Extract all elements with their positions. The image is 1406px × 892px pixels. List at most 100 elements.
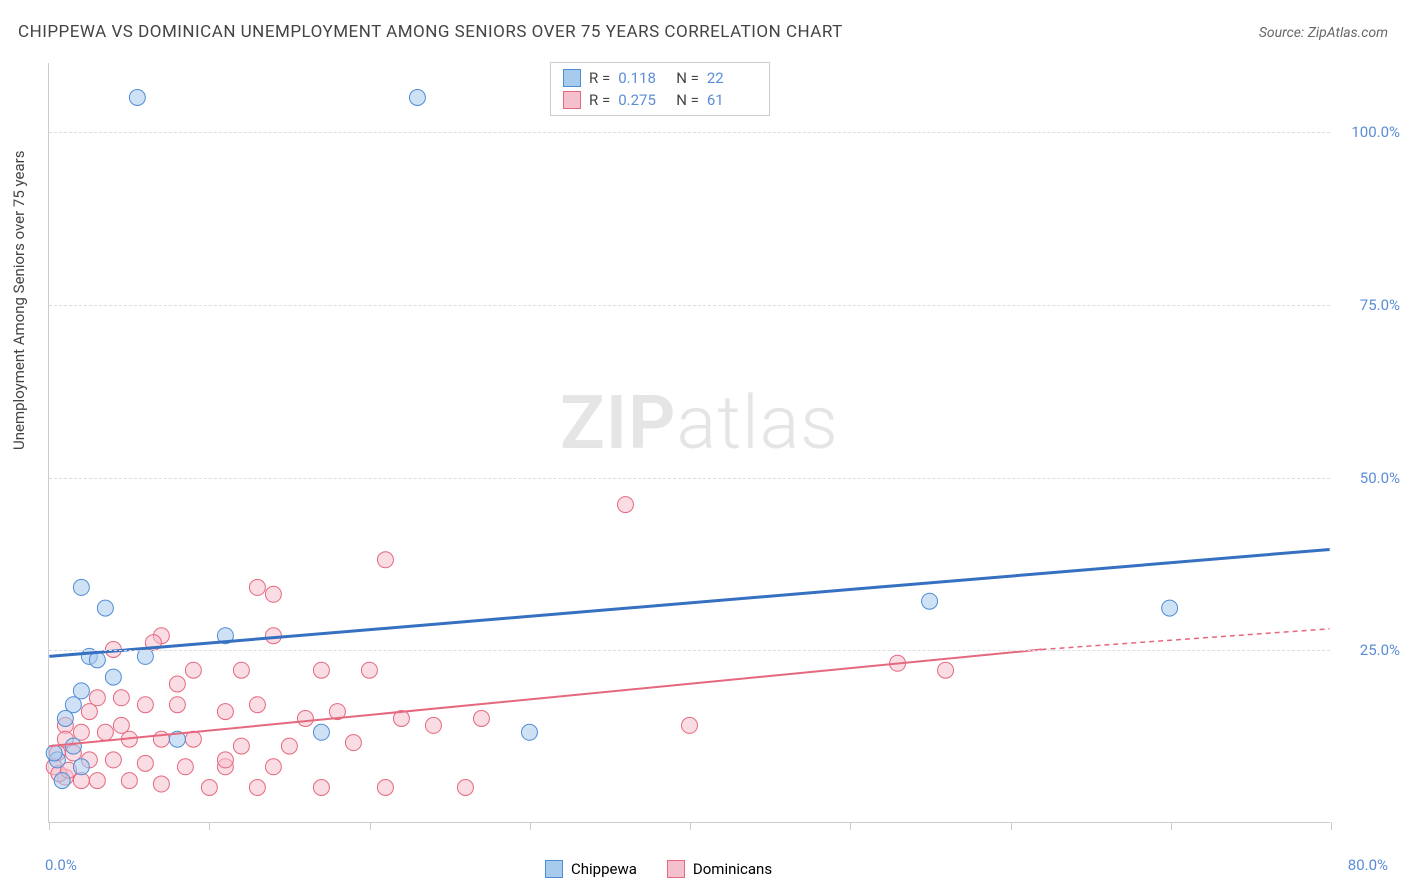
source-label: Source: ZipAtlas.com <box>1259 25 1388 41</box>
legend-label-dominicans: Dominicans <box>693 860 772 878</box>
scatter-point <box>177 759 193 775</box>
scatter-point <box>113 717 129 733</box>
chart-plot-area: 25.0%50.0%75.0%100.0% <box>48 63 1330 823</box>
trend-line-dominicans-dashed <box>1042 629 1330 650</box>
legend-swatch-dominicans <box>563 91 581 109</box>
x-tick <box>370 822 371 830</box>
scatter-point <box>81 704 97 720</box>
scatter-point <box>129 90 145 106</box>
scatter-point <box>57 711 73 727</box>
n-label: N = <box>676 69 699 87</box>
scatter-point <box>73 579 89 595</box>
r-value-dominicans: 0.275 <box>618 91 668 109</box>
chart-title: CHIPPEWA VS DOMINICAN UNEMPLOYMENT AMONG… <box>18 22 843 42</box>
scatter-point <box>938 662 954 678</box>
scatter-point <box>409 90 425 106</box>
x-tick <box>209 822 210 830</box>
legend-item-dominicans: Dominicans <box>667 860 772 878</box>
x-tick <box>49 822 50 830</box>
x-tick <box>690 822 691 830</box>
gridline-h <box>49 650 1330 651</box>
legend-swatch-dominicans-bottom <box>667 860 685 878</box>
scatter-point <box>377 780 393 796</box>
scatter-svg <box>49 63 1330 822</box>
gridline-h <box>49 132 1330 133</box>
scatter-point <box>105 669 121 685</box>
n-value-dominicans: 61 <box>707 91 757 109</box>
scatter-point <box>97 600 113 616</box>
x-tick <box>1011 822 1012 830</box>
scatter-point <box>682 717 698 733</box>
y-axis-label: Unemployment Among Seniors over 75 years <box>10 151 28 450</box>
n-value-chippewa: 22 <box>707 69 757 87</box>
x-axis-max-label: 80.0% <box>1348 856 1388 874</box>
scatter-point <box>137 755 153 771</box>
scatter-point <box>313 662 329 678</box>
y-tick-label: 75.0% <box>1340 296 1400 314</box>
scatter-point <box>249 780 265 796</box>
scatter-point <box>922 593 938 609</box>
scatter-point <box>153 776 169 792</box>
scatter-point <box>617 497 633 513</box>
scatter-point <box>73 724 89 740</box>
scatter-point <box>233 662 249 678</box>
legend-swatch-chippewa <box>563 69 581 87</box>
legend-swatch-chippewa-bottom <box>545 860 563 878</box>
scatter-point <box>169 676 185 692</box>
scatter-point <box>65 697 81 713</box>
x-axis-min-label: 0.0% <box>45 856 77 874</box>
x-tick <box>1171 822 1172 830</box>
trend-line-chippewa <box>49 549 1329 656</box>
series-legend: Chippewa Dominicans <box>545 860 772 878</box>
legend-item-chippewa: Chippewa <box>545 860 637 878</box>
scatter-point <box>281 738 297 754</box>
scatter-point <box>97 724 113 740</box>
scatter-point <box>361 662 377 678</box>
scatter-point <box>265 759 281 775</box>
scatter-point <box>217 704 233 720</box>
scatter-point <box>313 780 329 796</box>
scatter-point <box>265 586 281 602</box>
scatter-point <box>153 731 169 747</box>
x-tick <box>850 822 851 830</box>
legend-row-chippewa: R = 0.118 N = 22 <box>563 67 757 89</box>
scatter-point <box>89 690 105 706</box>
correlation-legend: R = 0.118 N = 22 R = 0.275 N = 61 <box>550 62 770 116</box>
scatter-point <box>65 738 81 754</box>
r-label: R = <box>589 69 610 87</box>
y-tick-label: 25.0% <box>1340 641 1400 659</box>
legend-row-dominicans: R = 0.275 N = 61 <box>563 89 757 111</box>
scatter-point <box>137 697 153 713</box>
scatter-point <box>217 752 233 768</box>
scatter-point <box>73 683 89 699</box>
scatter-point <box>169 697 185 713</box>
scatter-point <box>297 711 313 727</box>
scatter-point <box>105 752 121 768</box>
legend-label-chippewa: Chippewa <box>571 860 637 878</box>
scatter-point <box>113 690 129 706</box>
scatter-point <box>233 738 249 754</box>
scatter-point <box>89 773 105 789</box>
gridline-h <box>49 478 1330 479</box>
scatter-point <box>1162 600 1178 616</box>
n-label: N = <box>676 91 699 109</box>
y-tick-label: 50.0% <box>1340 469 1400 487</box>
scatter-point <box>345 735 361 751</box>
x-tick <box>1331 822 1332 830</box>
r-label: R = <box>589 91 610 109</box>
scatter-point <box>473 711 489 727</box>
r-value-chippewa: 0.118 <box>618 69 668 87</box>
scatter-point <box>377 552 393 568</box>
scatter-point <box>46 745 62 761</box>
scatter-point <box>457 780 473 796</box>
scatter-point <box>249 579 265 595</box>
scatter-point <box>425 717 441 733</box>
scatter-point <box>73 759 89 775</box>
scatter-point <box>54 773 70 789</box>
x-tick <box>530 822 531 830</box>
scatter-point <box>249 697 265 713</box>
scatter-point <box>313 724 329 740</box>
scatter-point <box>265 628 281 644</box>
scatter-point <box>521 724 537 740</box>
gridline-h <box>49 305 1330 306</box>
